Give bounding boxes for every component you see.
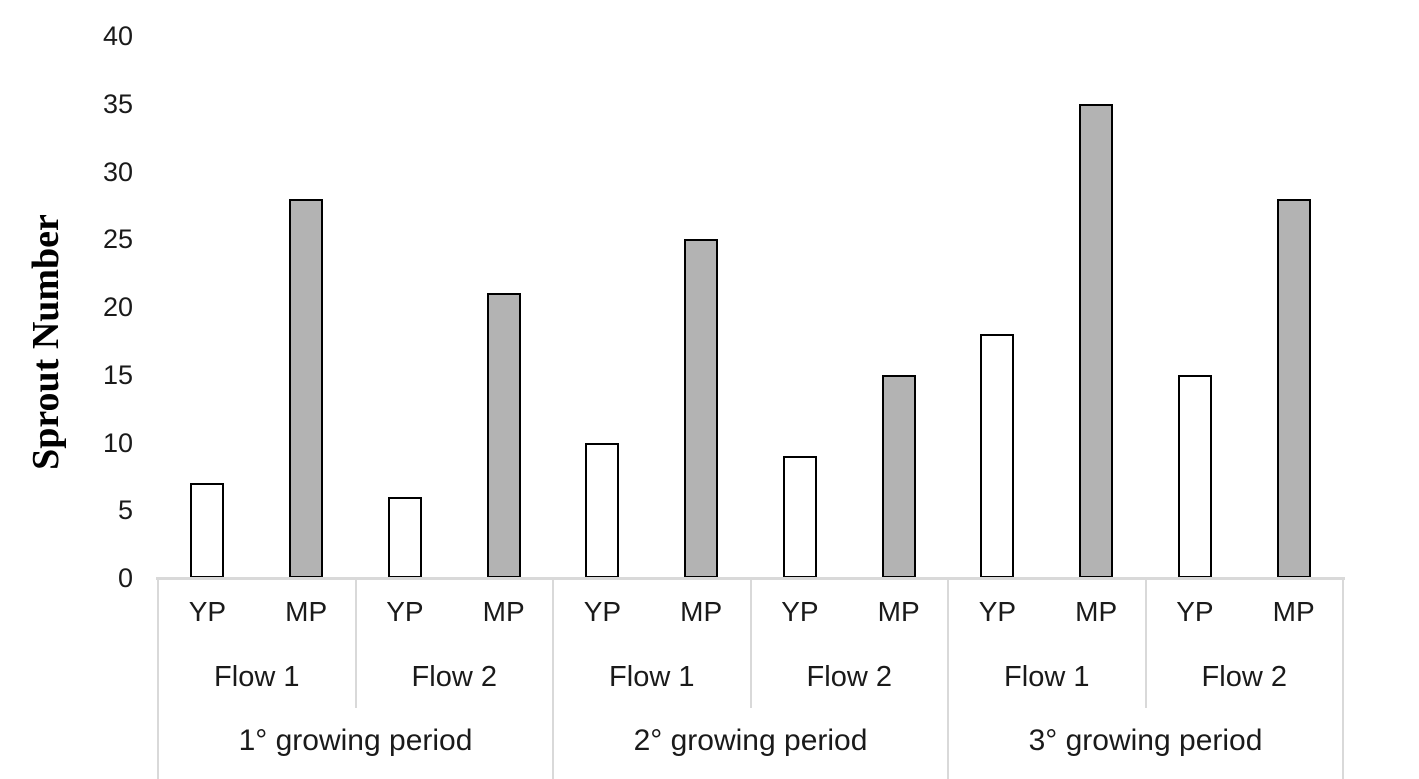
period-divider [947, 578, 949, 779]
bar-mp [289, 198, 324, 578]
series-label: MP [877, 596, 920, 627]
series-label: YP [1176, 596, 1214, 627]
period-label: 1° growing period [238, 724, 473, 757]
series-label: MP [1272, 596, 1315, 627]
y-tick-label: 35 [102, 88, 133, 119]
series-label: YP [386, 596, 424, 627]
bar-yp [782, 456, 817, 578]
bar-mp [1276, 198, 1311, 578]
bar-mp [684, 239, 719, 578]
flow-divider [749, 578, 752, 708]
bar-yp [387, 496, 422, 578]
flow-label: Flow 1 [1004, 661, 1090, 693]
period-label: 2° growing period [633, 724, 868, 757]
series-label: YP [583, 596, 622, 627]
table-right-border [1342, 578, 1344, 779]
flow-divider [354, 578, 357, 708]
y-tick-label: 0 [117, 563, 133, 593]
flow-label: Flow 2 [806, 661, 892, 693]
series-label: YP [978, 596, 1017, 627]
flow-divider [1144, 578, 1147, 708]
bar-mp [1079, 103, 1114, 578]
bar-mp [881, 374, 916, 578]
bar-yp [980, 334, 1015, 578]
y-tick-label: 40 [102, 21, 133, 51]
y-tick-label: 5 [117, 495, 133, 526]
series-label: MP [1075, 596, 1118, 627]
flow-label: Flow 2 [1201, 661, 1287, 693]
y-tick-label: 20 [102, 292, 133, 322]
y-tick-label: 15 [102, 359, 133, 390]
series-label: MP [482, 596, 525, 627]
series-label: MP [680, 596, 723, 627]
period-divider [552, 578, 554, 779]
table-left-border [157, 578, 159, 779]
series-label: YP [188, 596, 227, 627]
bar-yp [585, 442, 620, 578]
flow-label: Flow 1 [214, 661, 300, 693]
bar-mp [486, 293, 521, 578]
series-label: YP [781, 596, 819, 627]
y-tick-label: 10 [102, 427, 133, 458]
y-tick-label: 30 [102, 156, 133, 187]
bar-yp [1177, 374, 1212, 578]
series-label: MP [285, 596, 328, 627]
flow-label: Flow 2 [411, 661, 497, 693]
flow-label: Flow 1 [609, 661, 695, 693]
bar-yp [190, 483, 225, 578]
period-label: 3° growing period [1028, 724, 1263, 757]
y-tick-label: 25 [102, 224, 133, 255]
